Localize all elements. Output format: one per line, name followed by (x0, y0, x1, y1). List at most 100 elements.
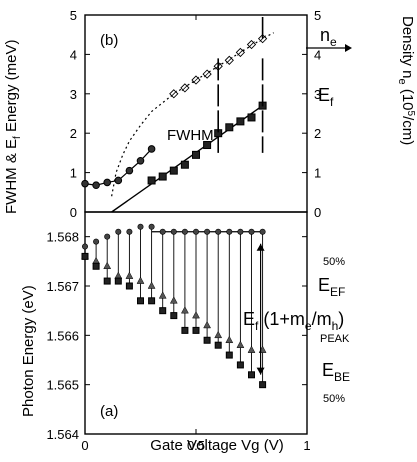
panel-b-right-tick-label: 4 (314, 47, 321, 62)
ef-point (225, 123, 234, 132)
ne-point-slash (181, 84, 189, 92)
peak-point (192, 311, 200, 319)
eef-point (204, 228, 211, 235)
ne-point (235, 47, 246, 58)
ne-point (246, 39, 257, 50)
eef-point (193, 228, 200, 235)
ebe-point (103, 277, 111, 285)
eef-point (259, 228, 266, 235)
ne-point-slash (248, 41, 255, 48)
ebe-point (137, 297, 144, 305)
gap-arrow-head-up (256, 243, 265, 251)
ne-label: ne (320, 25, 337, 49)
panel-b-left-tick-label: 1 (70, 166, 77, 181)
ne-point (180, 83, 190, 93)
ef-point (203, 141, 212, 150)
peak-point (136, 276, 145, 284)
ebe-point (148, 297, 156, 305)
panel-b-label: (b) (100, 32, 118, 49)
panel-a-x-tick-label: 0 (81, 438, 88, 453)
ne-point (202, 69, 212, 79)
ebe-point (203, 336, 211, 344)
fwhm-point (125, 166, 134, 175)
panel-b-left-tick-label: 0 (70, 205, 77, 220)
eef-label: EEF (318, 275, 345, 299)
panel-a-y-tick-label: 1.566 (46, 328, 79, 343)
x-axis-title: Gate Voltage Vg (V) (150, 437, 283, 454)
panel-b-right-axis-title: Density ne (105/cm) (396, 16, 416, 145)
fwhm-label: FWHM (167, 127, 214, 144)
peak-point (225, 335, 234, 344)
fwhm-point (92, 181, 100, 190)
panel-a: 1.564 1.565 1.566 1.567 1.568 0 0.5 1 (46, 223, 311, 453)
ef-point (147, 176, 156, 185)
peak-point (247, 345, 256, 353)
panel-b: 0 1 2 3 4 5 0 1 2 3 4 5 (70, 8, 321, 220)
panel-b-left-tick-label: 4 (70, 47, 77, 62)
panel-b-right-tick-label: 3 (314, 87, 321, 102)
panel-a-y-axis-title: Photon Energy (eV) (20, 285, 37, 417)
eef-point (82, 243, 89, 250)
panel-a-x-tick-label: 0.5 (187, 438, 205, 453)
eef-point (148, 223, 155, 230)
ebe-point (181, 326, 189, 334)
panel-a-x-tick-label: 1 (303, 438, 310, 453)
ebe-point (259, 381, 267, 389)
ef-point (169, 166, 178, 175)
peak-point (103, 261, 112, 270)
peak-point (169, 296, 178, 304)
eef-point (115, 228, 122, 235)
eef-point (93, 238, 100, 245)
fwhm-point (81, 179, 89, 188)
eef-point (126, 228, 133, 235)
panel-b-left-axis-title: FWHM & Ef Energy (meV) (3, 40, 23, 214)
panel-b-right-tick-label: 1 (314, 166, 321, 181)
ne-fit-line (111, 32, 274, 197)
ebe-point (225, 351, 233, 359)
ef-point (236, 117, 245, 126)
ef-point (192, 150, 200, 159)
eef-point (181, 228, 188, 235)
peak-point (147, 281, 156, 289)
ne-point-slash (226, 57, 233, 64)
ef-label: Ef (318, 85, 334, 109)
panel-b-right-tick-label: 0 (314, 205, 321, 220)
eef-point (226, 228, 233, 235)
ebe-label: EBE (322, 360, 350, 384)
ebe-point (92, 262, 100, 270)
ef-point (180, 160, 189, 169)
ebe-point (81, 252, 89, 260)
peak-label: PEAK (320, 333, 350, 345)
panel-a-y-tick-label: 1.565 (46, 378, 79, 393)
peak-point (214, 330, 223, 339)
panel-b-left-tick-label: 5 (70, 8, 77, 23)
eef-point (104, 233, 111, 240)
ne-point-slash (203, 70, 211, 78)
ne-point (224, 55, 234, 65)
ne-point-slash (170, 90, 178, 98)
ne-point (191, 75, 201, 85)
peak-point (125, 271, 134, 279)
fwhm-point (114, 176, 123, 185)
eef-point (215, 228, 222, 235)
ebe-point (192, 326, 200, 334)
fwhm-point (147, 145, 156, 153)
ebe-point (170, 312, 178, 320)
panel-a-label: (a) (100, 403, 118, 420)
pct-top-label: 50% (323, 256, 345, 268)
peak-point (236, 340, 245, 348)
panel-b-left-tick-label: 3 (70, 87, 77, 102)
peak-point (203, 320, 212, 329)
panel-b-left-tick-label: 2 (70, 126, 77, 141)
ebe-point (125, 282, 133, 290)
fwhm-point (103, 178, 111, 187)
ne-point-slash (192, 76, 200, 84)
ebe-point (214, 341, 222, 349)
eef-point (170, 228, 177, 235)
eef-point (237, 228, 244, 235)
ne-point (169, 89, 179, 99)
eef-point (248, 228, 255, 235)
eef-point (159, 228, 166, 235)
panel-a-y-tick-label: 1.568 (46, 230, 79, 245)
